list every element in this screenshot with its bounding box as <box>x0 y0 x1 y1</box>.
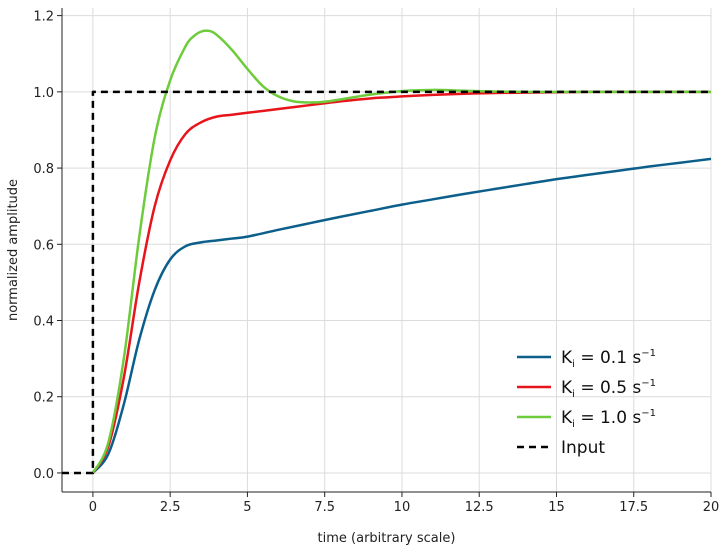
x-axis-label: time (arbitrary scale) <box>318 531 456 546</box>
series-line-0 <box>91 157 712 474</box>
legend-label-0: Ki = 0.1 s−1 <box>561 348 656 370</box>
axes: 0 2.5 5 7.5 10 12.5 15 17.5 20 0.0 0.2 0.4 0.6 0.8 1.0… <box>33 8 719 515</box>
x-tick-label: 10 <box>394 500 411 515</box>
legend-label-3: Input <box>561 438 605 458</box>
series-lines <box>62 29 712 475</box>
x-tick-label: 5 <box>243 500 251 515</box>
x-tick-label: 17.5 <box>619 500 648 515</box>
y-tick-label: 1.2 <box>33 10 54 25</box>
x-tick-label: 2.5 <box>160 500 181 515</box>
y-tick-label: 0.2 <box>33 391 54 406</box>
legend: Ki = 0.1 s−1 Ki = 0.5 s−1 Ki = 1.0 s−1 Inpu… <box>517 348 656 458</box>
x-tick-label: 0 <box>89 500 97 515</box>
y-tick-label: 1.0 <box>33 86 54 101</box>
y-axis-label: normalized amplitude <box>6 179 21 321</box>
legend-label-1: Ki = 0.5 s−1 <box>561 378 656 400</box>
series-line-3 <box>62 90 711 475</box>
y-tick-label: 0.8 <box>33 162 54 177</box>
y-tick-label: 0.0 <box>33 467 54 482</box>
grid <box>62 8 712 492</box>
x-tick-label: 12.5 <box>465 500 494 515</box>
y-tick-label: 0.6 <box>33 238 54 253</box>
x-tick-label: 20 <box>703 500 720 515</box>
y-tick-label: 0.4 <box>33 315 54 330</box>
x-tick-label: 15 <box>548 500 565 515</box>
legend-label-2: Ki = 1.0 s−1 <box>561 408 656 430</box>
x-tick-label: 7.5 <box>314 500 335 515</box>
